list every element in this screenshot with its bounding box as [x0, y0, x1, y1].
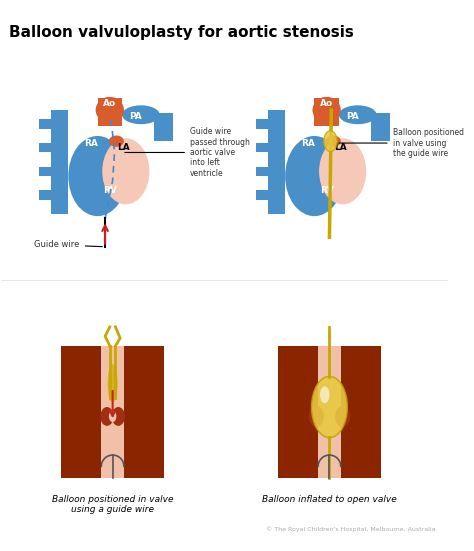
- FancyBboxPatch shape: [154, 113, 173, 122]
- Text: RV: RV: [319, 186, 334, 195]
- FancyBboxPatch shape: [39, 143, 51, 153]
- Ellipse shape: [312, 97, 341, 123]
- Ellipse shape: [122, 105, 160, 124]
- Text: Guide wire
passed through
aortic valve
into left
ventricle: Guide wire passed through aortic valve i…: [125, 127, 250, 178]
- FancyBboxPatch shape: [51, 110, 68, 214]
- Text: RA: RA: [84, 138, 98, 148]
- Text: LA: LA: [118, 143, 130, 152]
- FancyBboxPatch shape: [39, 166, 51, 176]
- FancyBboxPatch shape: [256, 120, 268, 129]
- FancyBboxPatch shape: [371, 132, 390, 141]
- Text: PA: PA: [346, 112, 358, 121]
- FancyBboxPatch shape: [39, 190, 51, 199]
- Ellipse shape: [109, 411, 117, 422]
- Text: Balloon valvuloplasty for aortic stenosis: Balloon valvuloplasty for aortic stenosi…: [9, 25, 354, 40]
- Text: RV: RV: [103, 186, 117, 195]
- Text: Guide wire: Guide wire: [35, 240, 102, 250]
- Ellipse shape: [319, 138, 366, 204]
- Ellipse shape: [339, 105, 376, 124]
- FancyBboxPatch shape: [154, 122, 173, 132]
- FancyBboxPatch shape: [268, 110, 285, 214]
- Ellipse shape: [112, 407, 125, 426]
- Ellipse shape: [335, 406, 350, 427]
- FancyBboxPatch shape: [39, 120, 51, 129]
- Ellipse shape: [109, 136, 124, 147]
- FancyBboxPatch shape: [314, 98, 339, 126]
- Ellipse shape: [324, 131, 337, 152]
- Text: Balloon positioned
in valve using
the guide wire: Balloon positioned in valve using the gu…: [339, 128, 464, 158]
- FancyBboxPatch shape: [371, 122, 390, 132]
- FancyBboxPatch shape: [256, 143, 268, 153]
- Ellipse shape: [309, 406, 324, 427]
- Text: Ao: Ao: [103, 99, 116, 108]
- Ellipse shape: [96, 97, 124, 123]
- Text: © The Royal Children's Hospital, Melbourne, Australia: © The Royal Children's Hospital, Melbour…: [265, 527, 435, 532]
- FancyBboxPatch shape: [154, 132, 173, 141]
- Text: Balloon inflated to open valve: Balloon inflated to open valve: [262, 495, 397, 504]
- Text: LA: LA: [334, 143, 347, 152]
- Ellipse shape: [285, 136, 344, 216]
- FancyBboxPatch shape: [256, 190, 268, 199]
- Ellipse shape: [102, 138, 149, 204]
- FancyBboxPatch shape: [256, 166, 268, 176]
- FancyBboxPatch shape: [334, 345, 381, 478]
- Ellipse shape: [100, 407, 114, 426]
- Ellipse shape: [311, 376, 347, 437]
- Text: Balloon positioned in valve
using a guide wire: Balloon positioned in valve using a guid…: [52, 495, 173, 514]
- FancyBboxPatch shape: [318, 345, 341, 478]
- Ellipse shape: [108, 365, 118, 402]
- Ellipse shape: [320, 386, 329, 403]
- Text: RA: RA: [301, 138, 315, 148]
- Ellipse shape: [326, 136, 341, 147]
- Text: PA: PA: [129, 112, 142, 121]
- FancyBboxPatch shape: [371, 113, 390, 122]
- FancyBboxPatch shape: [101, 345, 124, 478]
- FancyBboxPatch shape: [98, 98, 122, 126]
- FancyBboxPatch shape: [61, 345, 108, 478]
- FancyBboxPatch shape: [278, 345, 325, 478]
- FancyBboxPatch shape: [118, 345, 164, 478]
- Text: Ao: Ao: [320, 99, 333, 108]
- Ellipse shape: [68, 136, 127, 216]
